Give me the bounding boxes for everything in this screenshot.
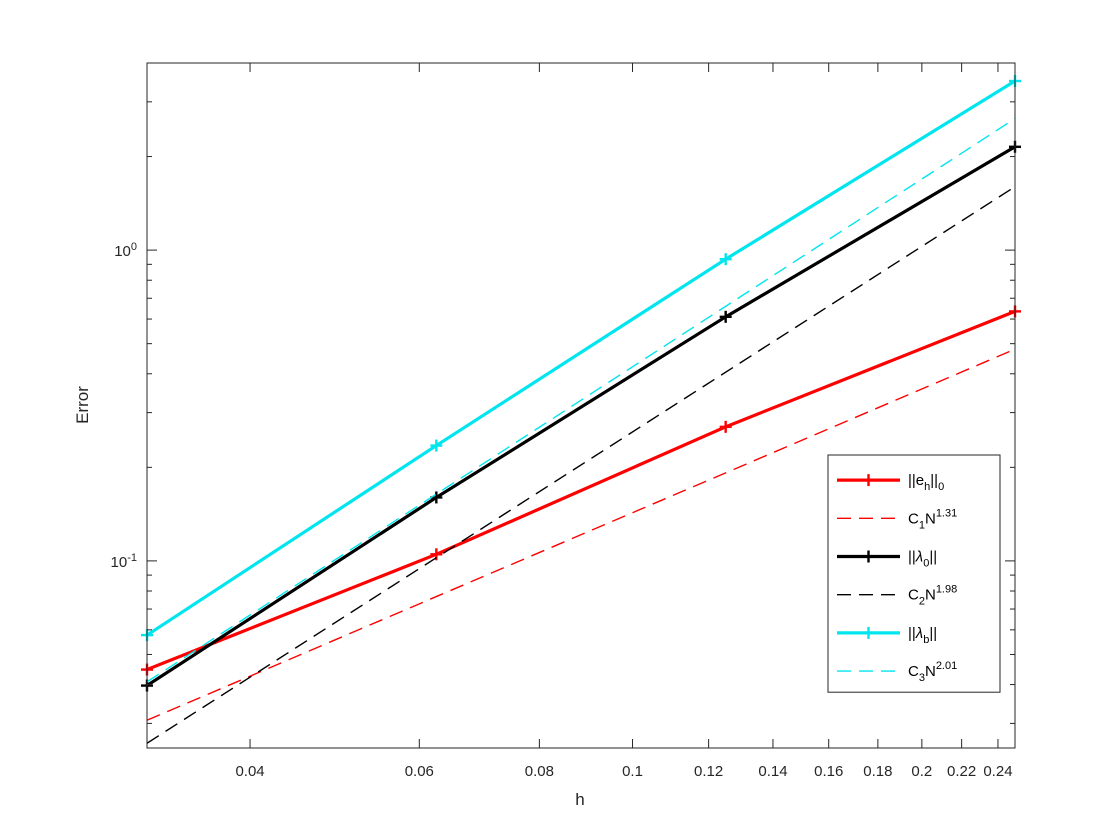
legend-entry-2: C1N1.31 (837, 507, 957, 531)
x-tick-label-3: 0.08 (525, 763, 554, 780)
y-tick-label-1: 10-1 (111, 552, 137, 571)
series-5-point-3 (719, 253, 732, 266)
legend-entry-1: ||eh||0 (837, 472, 944, 493)
series-5-point-2 (430, 439, 443, 452)
axes-box (146, 62, 1016, 749)
series-3-point-3 (719, 310, 732, 323)
series-1-point-3 (719, 420, 732, 433)
series-4 (147, 186, 1015, 744)
legend: ||eh||0 C1N1.31 ||λ0|| C2N1.98 ||λb|| C3N2.01 (827, 454, 1001, 693)
series-5-line (147, 79, 1015, 637)
legend-label-1: ||eh||0 (908, 472, 944, 493)
legend-label-5: ||λb|| (908, 625, 937, 646)
x-axis-label: h (575, 790, 584, 809)
x-tick-label-11: 0.24 (983, 763, 1012, 780)
x-tick-label-4: 0.1 (622, 763, 643, 780)
series-1-line (147, 309, 1015, 672)
y-tick-label-2: 100 (114, 241, 137, 260)
x-tick-label-1: 0.04 (235, 763, 264, 780)
legend-label-6: C3N2.01 (908, 660, 957, 684)
x-tick-label-7: 0.16 (814, 763, 843, 780)
y-axis-label: Error (73, 386, 92, 424)
series-3 (147, 145, 1015, 687)
x-tick-label-5: 0.12 (694, 763, 723, 780)
series-1 (147, 309, 1015, 672)
legend-entry-3: ||λ0|| (837, 549, 937, 570)
series-6-line (147, 117, 1015, 683)
x-tick-label-8: 0.18 (863, 763, 892, 780)
series-layer (141, 75, 1021, 744)
x-tick-label-10: 0.22 (947, 763, 976, 780)
x-tick-label-6: 0.14 (758, 763, 787, 780)
series-4-line (147, 186, 1015, 744)
legend-entry-6: C3N2.01 (837, 660, 957, 684)
series-2-line (147, 348, 1015, 721)
x-tick-label-9: 0.2 (911, 763, 932, 780)
x-tick-label-2: 0.06 (405, 763, 434, 780)
series-3-line (147, 145, 1015, 687)
series-5 (147, 79, 1015, 637)
legend-box (827, 454, 1001, 693)
series-2 (147, 348, 1015, 721)
legend-label-3: ||λ0|| (908, 549, 937, 570)
legend-entry-4: C2N1.98 (837, 584, 957, 608)
legend-label-2: C1N1.31 (908, 507, 957, 531)
axes-layer: 0.04 0.06 0.08 0.1 0.12 0.14 0.16 0.18 0.2 0.22 0.… (111, 62, 1016, 780)
series-6 (147, 117, 1015, 683)
legend-entry-5: ||λb|| (837, 625, 937, 646)
legend-label-4: C2N1.98 (908, 584, 957, 608)
